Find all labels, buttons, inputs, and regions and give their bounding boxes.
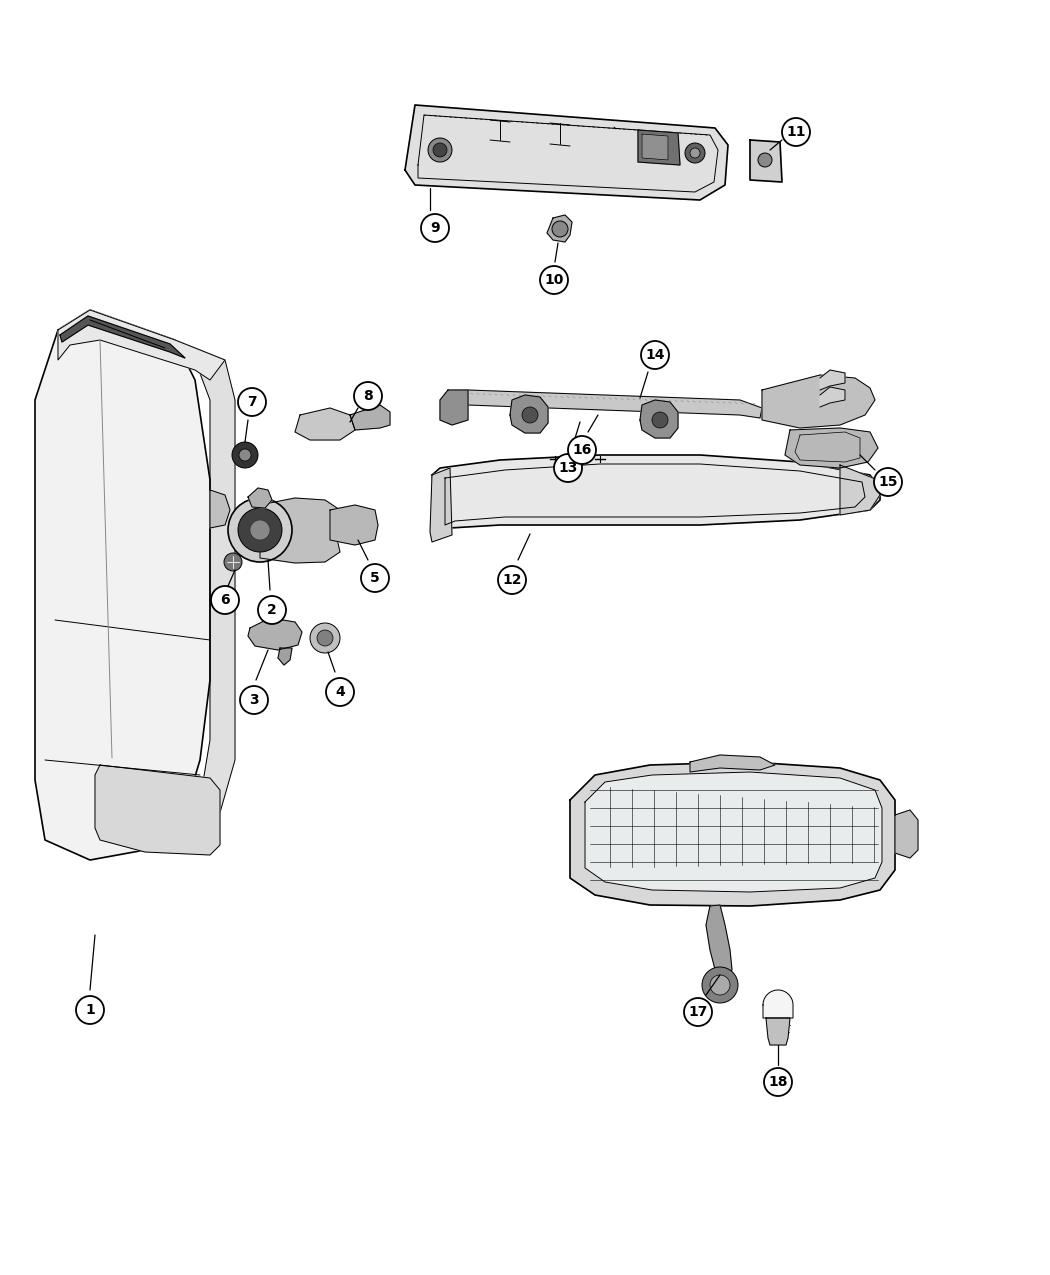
Text: 1: 1	[85, 1003, 94, 1017]
Circle shape	[421, 214, 449, 242]
Circle shape	[250, 520, 270, 541]
Polygon shape	[248, 618, 302, 650]
Text: 18: 18	[769, 1075, 788, 1089]
Polygon shape	[510, 395, 548, 434]
Text: 6: 6	[220, 593, 230, 607]
Polygon shape	[330, 505, 378, 544]
Polygon shape	[260, 499, 340, 564]
Polygon shape	[460, 390, 762, 418]
Text: 12: 12	[502, 572, 522, 586]
Polygon shape	[440, 390, 468, 425]
Text: 3: 3	[249, 694, 258, 708]
Circle shape	[782, 119, 810, 147]
Polygon shape	[763, 989, 793, 1017]
Text: 17: 17	[689, 1005, 708, 1019]
Circle shape	[874, 468, 902, 496]
Polygon shape	[638, 130, 680, 164]
Polygon shape	[405, 105, 728, 200]
Polygon shape	[35, 310, 210, 861]
Circle shape	[652, 412, 668, 428]
Text: 15: 15	[878, 476, 898, 490]
Circle shape	[317, 630, 333, 646]
Polygon shape	[766, 1017, 790, 1046]
Text: 11: 11	[786, 125, 805, 139]
Text: 7: 7	[247, 395, 257, 409]
Circle shape	[361, 564, 388, 592]
Text: 13: 13	[559, 462, 578, 476]
Circle shape	[428, 138, 452, 162]
Circle shape	[238, 388, 266, 416]
Polygon shape	[570, 762, 895, 907]
Circle shape	[224, 553, 242, 571]
Circle shape	[211, 586, 239, 615]
Circle shape	[640, 340, 669, 368]
Polygon shape	[248, 488, 272, 507]
Circle shape	[326, 678, 354, 706]
Polygon shape	[762, 375, 875, 428]
Text: 8: 8	[363, 389, 373, 403]
Polygon shape	[640, 400, 678, 439]
Polygon shape	[58, 310, 225, 380]
Polygon shape	[350, 405, 390, 430]
Circle shape	[764, 1068, 792, 1096]
Text: 4: 4	[335, 685, 344, 699]
Circle shape	[258, 595, 286, 623]
Circle shape	[552, 221, 568, 237]
Circle shape	[690, 148, 700, 158]
Text: 16: 16	[572, 442, 592, 456]
Polygon shape	[278, 648, 292, 666]
Text: 14: 14	[646, 348, 665, 362]
Circle shape	[310, 623, 340, 653]
Polygon shape	[820, 370, 845, 390]
Circle shape	[76, 996, 104, 1024]
Polygon shape	[785, 428, 878, 468]
Circle shape	[498, 566, 526, 594]
Polygon shape	[840, 465, 880, 515]
Circle shape	[684, 998, 712, 1026]
Polygon shape	[94, 765, 220, 856]
Polygon shape	[706, 905, 732, 975]
Text: 10: 10	[544, 273, 564, 287]
Text: 9: 9	[430, 221, 440, 235]
Circle shape	[702, 966, 738, 1003]
Polygon shape	[750, 140, 782, 182]
Polygon shape	[547, 215, 572, 242]
Polygon shape	[690, 755, 775, 771]
Circle shape	[238, 507, 282, 552]
Polygon shape	[895, 810, 918, 858]
Circle shape	[240, 686, 268, 714]
Circle shape	[232, 442, 258, 468]
Circle shape	[433, 143, 447, 157]
Polygon shape	[175, 340, 235, 845]
Polygon shape	[432, 455, 880, 536]
Circle shape	[568, 436, 596, 464]
Circle shape	[685, 143, 705, 163]
Polygon shape	[60, 316, 185, 358]
Circle shape	[239, 449, 251, 462]
Circle shape	[710, 975, 730, 994]
Text: 2: 2	[267, 603, 277, 617]
Polygon shape	[430, 468, 452, 542]
Circle shape	[522, 407, 538, 423]
Text: 5: 5	[370, 571, 380, 585]
Circle shape	[758, 153, 772, 167]
Polygon shape	[585, 771, 882, 892]
Polygon shape	[295, 408, 355, 440]
Polygon shape	[642, 134, 668, 159]
Circle shape	[554, 454, 582, 482]
Circle shape	[228, 499, 292, 562]
Polygon shape	[820, 388, 845, 407]
Polygon shape	[210, 490, 230, 528]
Circle shape	[354, 382, 382, 411]
Circle shape	[540, 266, 568, 295]
